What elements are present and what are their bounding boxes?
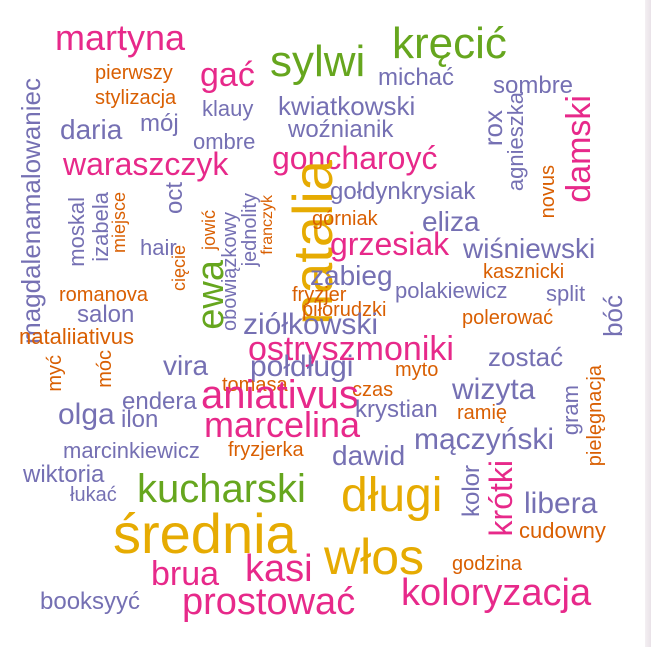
cloud-word: średnia — [113, 502, 297, 565]
cloud-word: wiktoria — [23, 461, 105, 488]
cloud-word: klauy — [202, 96, 254, 121]
cloud-word: sylwi — [270, 37, 366, 86]
cloud-word: myto — [395, 359, 439, 381]
cloud-word: ombre — [193, 129, 256, 154]
cloud-word: zabieg — [310, 260, 393, 291]
cloud-word: cudowny — [519, 518, 606, 543]
cloud-word: oct — [161, 182, 188, 215]
cloud-word: zostać — [488, 342, 564, 372]
cloud-word: franczyk — [259, 195, 276, 255]
cloud-word: romanova — [59, 284, 148, 306]
cloud-word: agnieszka — [503, 92, 528, 192]
cloud-word: moskal — [64, 197, 89, 267]
cloud-word: ziółkowski — [243, 308, 379, 341]
cloud-word: długi — [341, 469, 443, 522]
cloud-word: gołdynkrysiak — [330, 178, 476, 205]
cloud-word: kolor — [458, 465, 485, 518]
cloud-word: bóć — [598, 295, 628, 337]
cloud-word: daria — [60, 114, 123, 145]
cloud-word: endera — [122, 388, 197, 415]
cloud-word: pierwszy — [95, 62, 173, 84]
cloud-word: kręcić — [392, 19, 507, 68]
cloud-word: eliza — [422, 206, 480, 237]
cloud-word: pielęgnacja — [584, 365, 606, 467]
cloud-word: czas — [352, 379, 394, 401]
cloud-word: godzina — [452, 553, 523, 575]
cloud-word: koloryzacja — [401, 572, 592, 614]
cloud-word: móc — [94, 350, 116, 388]
cloud-word: stylizacja — [95, 87, 177, 109]
cloud-word: vira — [163, 350, 209, 381]
cloud-word: górniak — [312, 208, 378, 230]
cloud-word: kasi — [245, 548, 313, 590]
cloud-word: mączyński — [414, 423, 555, 456]
cloud-word: marcinkiewicz — [63, 438, 200, 463]
cloud-word: połdługi — [250, 350, 354, 383]
cloud-word: libera — [524, 487, 598, 520]
right-edge-shadow — [645, 0, 651, 647]
cloud-word: krótki — [483, 460, 519, 537]
cloud-word: kwiatkowski — [278, 91, 416, 121]
cloud-word: damski — [560, 95, 598, 203]
cloud-word: polakiewicz — [395, 278, 508, 303]
cloud-word: novus — [537, 165, 559, 219]
cloud-word: wiśniewski — [463, 233, 596, 264]
cloud-word: hair — [140, 235, 177, 260]
cloud-word: ramię — [457, 402, 508, 424]
cloud-word: olga — [58, 398, 115, 431]
cloud-word: polerować — [462, 307, 554, 329]
cloud-word: waraszczyk — [63, 146, 229, 182]
cloud-word: jowić — [199, 210, 219, 251]
cloud-word: włos — [324, 529, 425, 585]
cloud-word: fryzjer — [292, 284, 347, 306]
cloud-word: ewa — [190, 260, 232, 330]
cloud-word: tomasa — [222, 374, 288, 396]
cloud-word: salon — [77, 301, 135, 328]
cloud-word: wizyta — [452, 373, 536, 406]
cloud-word: piłorudzki — [302, 299, 387, 321]
cloud-word: booksyyć — [40, 588, 141, 615]
cloud-word: cięcie — [169, 245, 189, 292]
cloud-word: kucharski — [137, 467, 306, 511]
cloud-word: ilon — [121, 406, 159, 433]
cloud-word: ostryszmoniki — [248, 330, 454, 368]
cloud-word: gać — [200, 56, 255, 94]
cloud-word: nataliiativus — [19, 324, 134, 349]
cloud-word: magdalenamalowaniec — [16, 78, 46, 344]
cloud-word: dawid — [332, 440, 406, 471]
cloud-word: brua — [151, 555, 220, 593]
cloud-word: grzesiak — [330, 226, 450, 262]
cloud-word: gram — [558, 385, 583, 436]
cloud-word: michać — [378, 64, 455, 91]
cloud-word: mój — [140, 110, 179, 137]
cloud-word: łukać — [70, 484, 117, 506]
cloud-word: martyna — [55, 17, 186, 58]
cloud-word: fryzjerka — [228, 439, 304, 461]
cloud-word: miejsce — [109, 192, 129, 254]
cloud-word: woźnianik — [288, 116, 394, 143]
cloud-word: aniativus — [201, 373, 359, 417]
cloud-word: sombre — [493, 72, 574, 99]
cloud-word: marcelina — [204, 404, 361, 445]
cloud-word: prostować — [182, 581, 356, 623]
cloud-word: goncharoyć — [272, 140, 438, 176]
cloud-word: myć — [44, 355, 66, 392]
cloud-word: split — [546, 281, 586, 306]
cloud-word: jednolity — [239, 193, 261, 267]
cloud-word: kasznicki — [483, 261, 565, 283]
cloud-word: krystian — [355, 396, 438, 423]
